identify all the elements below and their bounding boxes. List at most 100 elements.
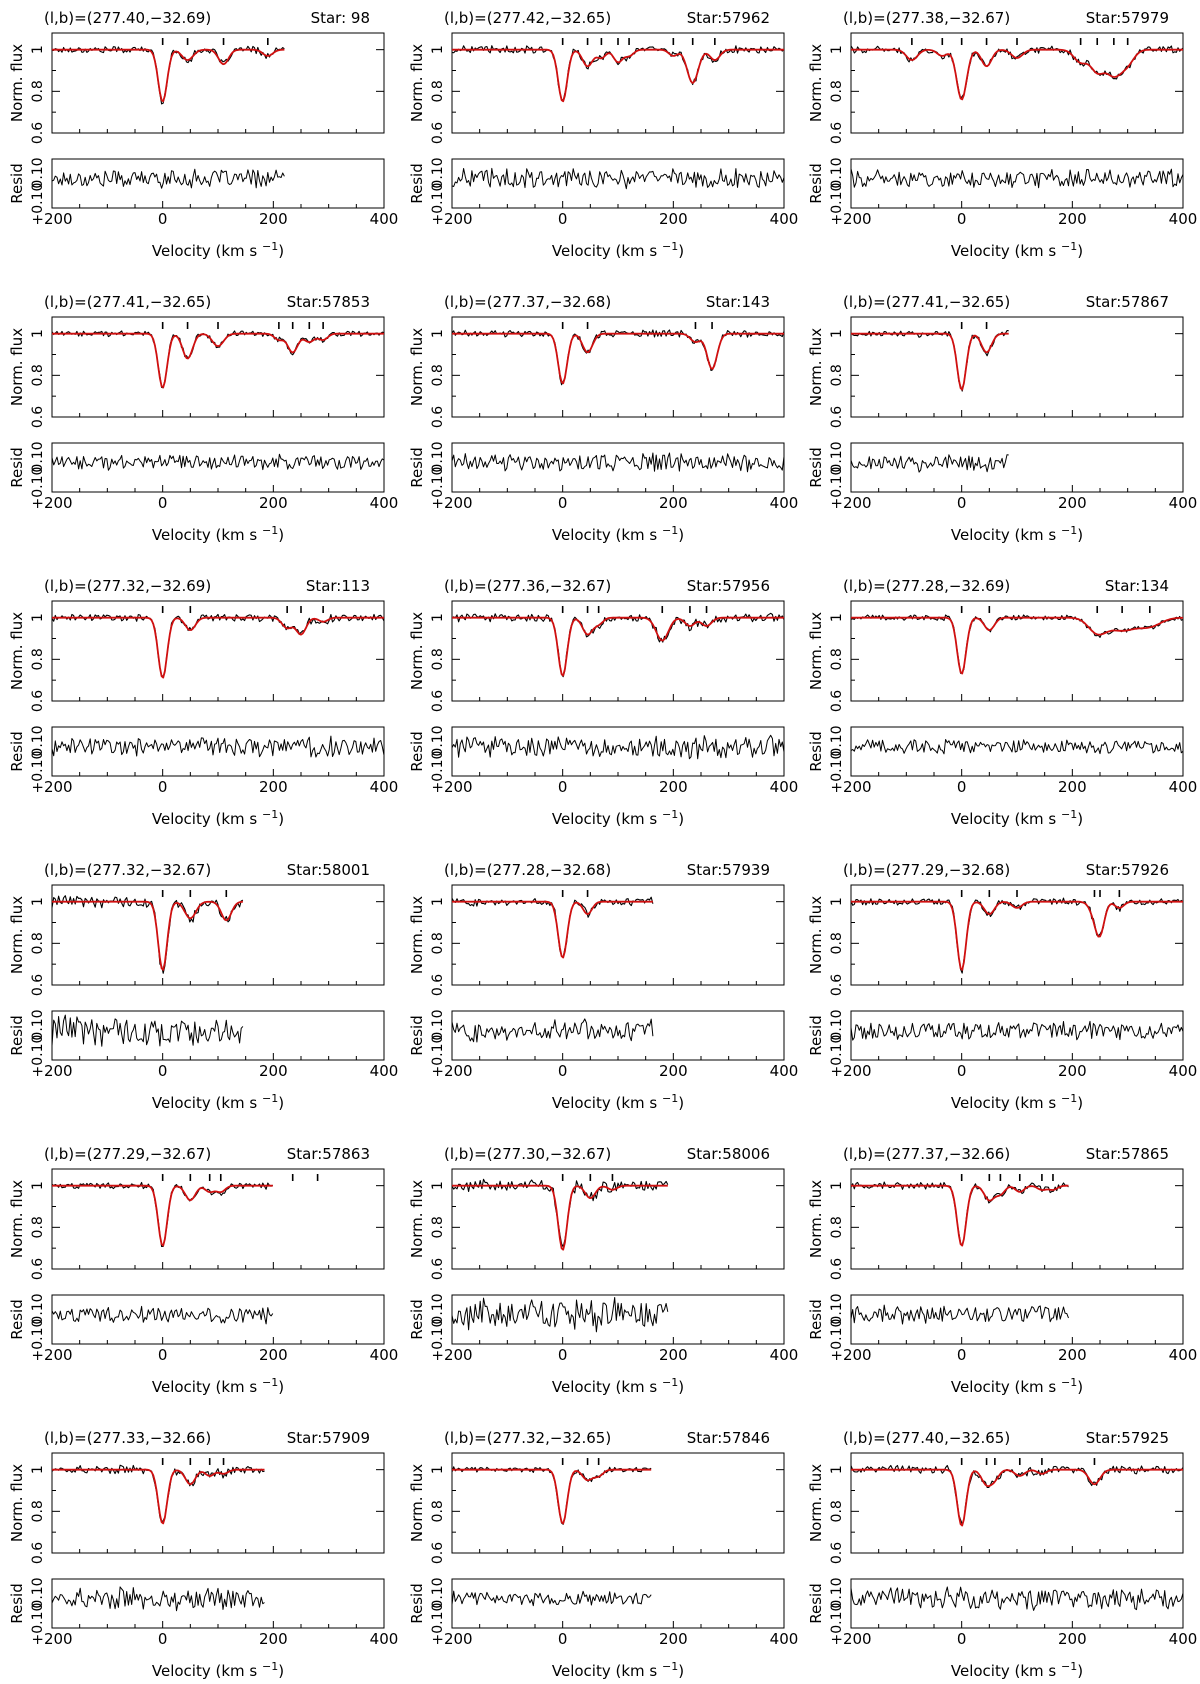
flux-ylabel: Norm. flux (8, 328, 26, 406)
panel-coords: (l,b)=(277.36,−32.67) (444, 577, 611, 595)
flux-ytick-label: 0.8 (829, 1500, 845, 1522)
model-fit-line (452, 48, 784, 103)
flux-ytick-label: 1 (430, 1181, 446, 1190)
flux-ytick-label: 0.8 (30, 80, 46, 102)
panel-coords: (l,b)=(277.42,−32.65) (444, 9, 611, 27)
resid-ytick-label: 0.10 (430, 441, 446, 472)
xtick-label: 400 (1169, 1630, 1198, 1648)
residual-line (850, 168, 1184, 189)
model-fit-line (851, 48, 1183, 101)
xtick-label: 200 (259, 1346, 288, 1364)
xtick-label: −200 (31, 778, 72, 796)
observed-spectrum-line (850, 614, 1184, 674)
observed-spectrum-line (51, 330, 385, 389)
resid-ytick-label: 0.10 (829, 157, 845, 188)
flux-ylabel: Norm. flux (807, 612, 825, 690)
xtick-label: 0 (957, 1346, 967, 1364)
xtick-label: −200 (431, 1346, 472, 1364)
flux-ytick-label: 0.6 (430, 406, 446, 428)
panel-coords: (l,b)=(277.28,−32.68) (444, 861, 611, 879)
xtick-label: 200 (659, 778, 688, 796)
xtick-label: −200 (830, 1062, 871, 1080)
flux-ytick-label: 1 (829, 613, 845, 622)
x-axis-label: Velocity (km s −1) (152, 524, 284, 544)
resid-ytick-label: 0.10 (829, 1009, 845, 1040)
xtick-label: 0 (558, 778, 568, 796)
xtick-label: 200 (1058, 494, 1087, 512)
observed-spectrum-line (850, 330, 1009, 392)
resid-ylabel: Resid (8, 731, 26, 771)
flux-ytick-label: 0.6 (30, 1258, 46, 1280)
flux-ytick-label: 0.8 (430, 364, 446, 386)
xtick-label: 400 (770, 1062, 799, 1080)
resid-ylabel: Resid (408, 163, 426, 203)
flux-axes-frame (451, 32, 785, 134)
spectrum-panel: (l,b)=(277.29,−32.68) Star:57926 0.6 0.8 1 No… (807, 861, 1197, 1112)
xtick-label: 0 (957, 494, 967, 512)
xtick-label: 0 (158, 494, 168, 512)
residual-line (451, 167, 785, 190)
residual-line (51, 735, 385, 758)
spectrum-panel: (l,b)=(277.37,−32.66) Star:57865 0.6 0.8 1 No… (807, 1145, 1197, 1396)
observed-spectrum-line (51, 613, 385, 678)
residual-line (51, 1014, 244, 1047)
resid-ytick-label: 0.10 (30, 725, 46, 756)
resid-ylabel: Resid (807, 1583, 825, 1623)
resid-ylabel: Resid (8, 163, 26, 203)
xtick-label: 0 (957, 1062, 967, 1080)
resid-ylabel: Resid (807, 163, 825, 203)
panel-coords: (l,b)=(277.32,−32.69) (44, 577, 211, 595)
spectrum-panel: (l,b)=(277.32,−32.67) Star:58001 0.6 0.8 1 No… (8, 861, 398, 1112)
panel-star-id: Star:57853 (287, 293, 370, 311)
panel-coords: (l,b)=(277.41,−32.65) (44, 293, 211, 311)
resid-axes-frame (51, 158, 385, 209)
xtick-label: −200 (830, 210, 871, 228)
observed-spectrum-line (51, 1181, 274, 1248)
x-axis-label: Velocity (km s −1) (552, 1092, 684, 1112)
observed-spectrum-line (51, 1464, 265, 1523)
flux-ylabel: Norm. flux (8, 896, 26, 974)
xtick-label: 400 (770, 1630, 799, 1648)
panel-star-id: Star:57956 (687, 577, 770, 595)
x-axis-label: Velocity (km s −1) (951, 524, 1083, 544)
xtick-label: 0 (558, 1346, 568, 1364)
flux-ytick-label: 0.6 (30, 406, 46, 428)
flux-ytick-label: 0.6 (430, 1258, 446, 1280)
resid-axes-frame (451, 442, 785, 493)
flux-ytick-label: 0.8 (829, 1216, 845, 1238)
spectrum-panel: (l,b)=(277.41,−32.65) Star:57867 0.6 0.8 1 No… (807, 293, 1197, 544)
panel-star-id: Star:57863 (287, 1145, 370, 1163)
flux-axes-frame (51, 32, 385, 134)
flux-ytick-label: 0.6 (430, 974, 446, 996)
panel-star-id: Star:143 (706, 293, 770, 311)
flux-ylabel: Norm. flux (408, 612, 426, 690)
resid-ylabel: Resid (408, 731, 426, 771)
xtick-label: 200 (1058, 778, 1087, 796)
xtick-label: 400 (370, 1630, 399, 1648)
flux-ytick-label: 0.6 (829, 122, 845, 144)
xtick-label: 200 (659, 1062, 688, 1080)
flux-ylabel: Norm. flux (807, 1464, 825, 1542)
resid-ytick-label: 0.10 (430, 1577, 446, 1608)
x-axis-label: Velocity (km s −1) (951, 1376, 1083, 1396)
panel-star-id: Star:57939 (687, 861, 770, 879)
flux-ytick-label: 0.8 (430, 1500, 446, 1522)
x-axis-label: Velocity (km s −1) (152, 240, 284, 260)
resid-ylabel: Resid (807, 1299, 825, 1339)
model-fit-line (452, 332, 784, 385)
model-fit-line (851, 332, 1009, 391)
xtick-label: 400 (1169, 210, 1198, 228)
resid-ylabel: Resid (8, 1583, 26, 1623)
flux-ytick-label: 0.6 (30, 974, 46, 996)
flux-ytick-label: 0.6 (829, 974, 845, 996)
spectrum-panel: (l,b)=(277.28,−32.69) Star:134 0.6 0.8 1 Norm… (807, 577, 1197, 828)
model-fit-line (452, 616, 784, 677)
flux-ytick-label: 1 (829, 45, 845, 54)
flux-axes-frame (850, 1452, 1184, 1554)
resid-ytick-label: −0.10 (829, 467, 845, 510)
xtick-label: −200 (830, 778, 871, 796)
xtick-label: 200 (659, 1630, 688, 1648)
flux-ytick-label: 0.8 (430, 1216, 446, 1238)
flux-ytick-label: 1 (829, 1181, 845, 1190)
spectrum-panel: (l,b)=(277.30,−32.67) Star:58006 0.6 0.8 1 No… (408, 1145, 798, 1396)
